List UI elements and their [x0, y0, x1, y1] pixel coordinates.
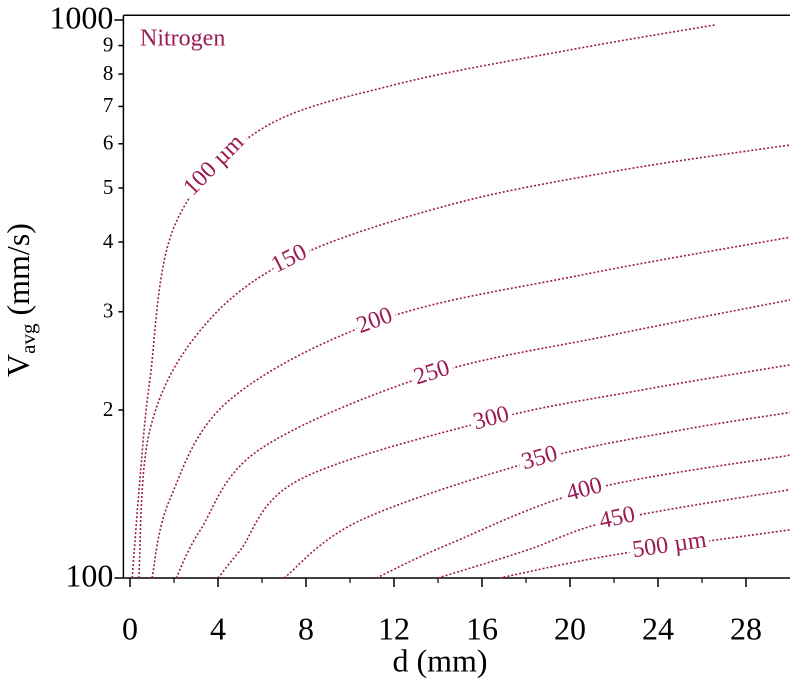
legend-label: 100 µm — [178, 129, 249, 201]
annotation: Nitrogen — [140, 26, 225, 52]
legend-label: 250 — [411, 355, 453, 391]
y-tick-label: 2 — [103, 397, 114, 421]
y-tick-label: 1000 — [49, 0, 113, 35]
y-tick-label: 3 — [103, 299, 114, 323]
curve — [131, 24, 716, 579]
x-axis-label: d (mm) — [392, 642, 487, 678]
y-tick-label: 6 — [103, 131, 114, 155]
legend-label: 300 — [470, 401, 511, 435]
legend-label: 400 — [563, 472, 605, 507]
curve — [283, 411, 790, 579]
legend-label: 350 — [519, 441, 561, 476]
y-tick-label: 7 — [103, 93, 114, 117]
legend-label: 150 — [267, 239, 311, 278]
x-tick-label: 28 — [730, 610, 762, 646]
x-tick-label: 20 — [554, 610, 586, 646]
legend-label: 500 µm — [631, 527, 709, 563]
curve — [499, 529, 790, 579]
curve — [437, 488, 790, 579]
y-tick-label: 100 — [65, 557, 113, 593]
y-tick-label: 8 — [103, 61, 114, 85]
curve — [151, 236, 790, 579]
legend-label: 200 — [353, 302, 396, 339]
y-axis-label: Vavg(mm/s) — [0, 223, 39, 377]
x-tick-label: 0 — [122, 610, 138, 646]
curve — [376, 454, 790, 579]
y-tick-label: 4 — [103, 229, 114, 253]
x-tick-label: 4 — [210, 610, 226, 646]
curve — [138, 144, 790, 579]
y-tick-label: 5 — [103, 175, 114, 199]
x-tick-label: 8 — [298, 610, 314, 646]
x-tick-label: 16 — [466, 610, 498, 646]
y-tick-label: 9 — [103, 32, 114, 56]
x-tick-label: 24 — [642, 610, 674, 646]
x-tick-label: 12 — [378, 610, 410, 646]
curve — [217, 364, 790, 579]
curve — [175, 299, 790, 579]
legend-label: 450 — [597, 501, 638, 534]
